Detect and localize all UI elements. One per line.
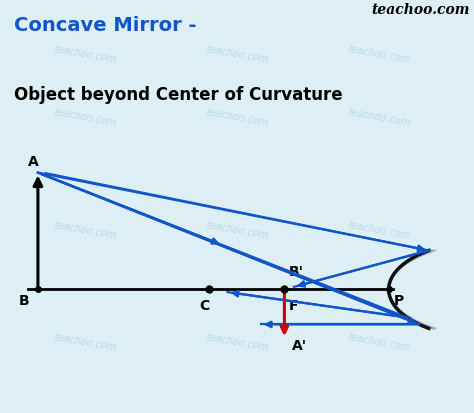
Text: teachoo.com: teachoo.com — [53, 45, 118, 65]
Text: C: C — [199, 299, 210, 313]
Text: teachoo.com: teachoo.com — [347, 332, 411, 353]
Text: teachoo.com: teachoo.com — [53, 107, 118, 128]
Text: teachoo.com: teachoo.com — [205, 332, 269, 353]
Text: teachoo.com: teachoo.com — [53, 332, 118, 353]
Text: B': B' — [289, 265, 304, 279]
Text: teachoo.com: teachoo.com — [205, 107, 269, 128]
Text: F: F — [289, 299, 299, 313]
Text: teachoo.com: teachoo.com — [347, 220, 411, 241]
Text: teachoo.com: teachoo.com — [371, 3, 469, 17]
Text: Concave Mirror -: Concave Mirror - — [14, 16, 197, 35]
Text: A: A — [28, 155, 38, 169]
Text: Object beyond Center of Curvature: Object beyond Center of Curvature — [14, 86, 343, 104]
Text: teachoo.com: teachoo.com — [205, 45, 269, 65]
Text: B: B — [19, 294, 29, 308]
Text: teachoo.com: teachoo.com — [53, 220, 118, 241]
Text: teachoo.com: teachoo.com — [205, 220, 269, 241]
Text: teachoo.com: teachoo.com — [347, 107, 411, 128]
Text: teachoo.com: teachoo.com — [347, 45, 411, 65]
Text: P: P — [393, 294, 404, 308]
Text: A': A' — [292, 339, 307, 353]
